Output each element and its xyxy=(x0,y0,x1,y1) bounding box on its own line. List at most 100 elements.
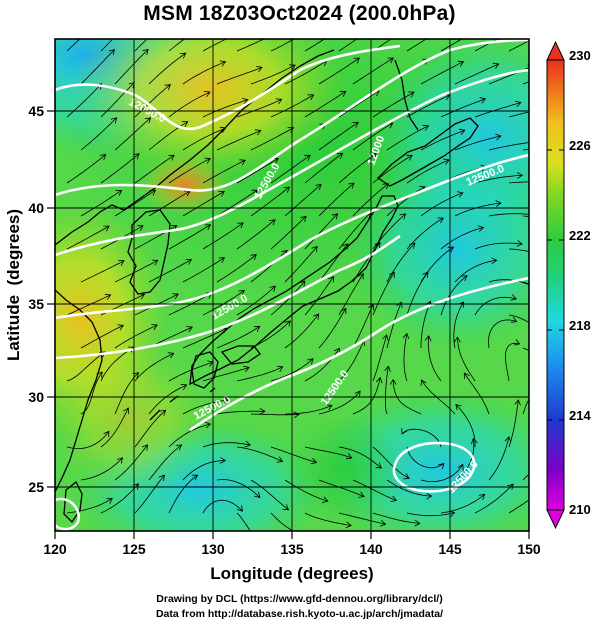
streamline-arrow xyxy=(399,213,407,220)
streamline-arrow xyxy=(259,407,266,415)
streamline-arrow xyxy=(269,219,276,226)
streamline-arrow xyxy=(478,493,486,501)
streamline xyxy=(403,333,408,382)
streamline-arrow xyxy=(117,324,125,331)
streamline xyxy=(338,90,380,118)
streamline-arrow xyxy=(387,57,394,64)
streamline-arrow xyxy=(276,366,284,373)
coastline-japan-hokkaido xyxy=(376,117,479,187)
streamline-arrow xyxy=(115,189,123,196)
streamline xyxy=(386,479,432,497)
streamline xyxy=(338,512,386,525)
colorbar-tick-label: 230 xyxy=(569,48,591,63)
streamline xyxy=(236,366,283,382)
streamline-arrow xyxy=(141,444,148,451)
streamline xyxy=(508,111,529,118)
streamline-arrow xyxy=(165,18,171,24)
streamline-arrow xyxy=(99,154,107,161)
streamline-arrow xyxy=(132,372,140,379)
streamline-arrow xyxy=(422,271,429,278)
streamline-arrow xyxy=(516,240,523,247)
y-tick-label: 45 xyxy=(28,103,44,119)
streamline xyxy=(236,512,251,531)
streamline xyxy=(318,57,360,85)
streamline xyxy=(304,39,326,52)
streamline-arrow xyxy=(240,29,246,34)
colorbar-bottom-arrow xyxy=(546,509,565,530)
streamline-arrow xyxy=(516,172,524,179)
streamline xyxy=(504,342,520,382)
streamline-arrow xyxy=(477,27,483,32)
coastline-asia-mainland xyxy=(55,49,335,493)
streamline-arrow xyxy=(461,275,468,282)
streamline xyxy=(455,404,476,447)
streamline xyxy=(182,460,226,481)
streamline xyxy=(202,367,250,382)
streamline-arrow xyxy=(545,28,551,33)
streamline-arrow xyxy=(175,444,183,451)
x-tick-label: 120 xyxy=(43,541,67,557)
streamline-arrow xyxy=(253,325,261,332)
streamline xyxy=(318,182,355,217)
streamline xyxy=(216,189,258,217)
streamline-arrow xyxy=(375,376,383,384)
streamline-arrow xyxy=(108,49,115,56)
streamline-arrow xyxy=(443,158,450,165)
streamline-arrow xyxy=(283,186,291,193)
streamline xyxy=(250,127,294,151)
streamline-arrow xyxy=(313,313,320,320)
streamline-arrow xyxy=(110,117,118,124)
streamline xyxy=(182,61,226,85)
streamline xyxy=(80,117,117,151)
streamline-arrow xyxy=(368,303,375,311)
streamline xyxy=(318,479,365,497)
streamline xyxy=(134,154,175,184)
streamline-arrow xyxy=(407,24,413,29)
streamline xyxy=(338,39,358,52)
streamline xyxy=(440,98,486,118)
streamline-arrow xyxy=(328,275,335,283)
coastline-sakhalin xyxy=(394,59,419,131)
streamline xyxy=(338,340,365,382)
contour-line xyxy=(55,497,81,531)
streamline xyxy=(420,129,465,151)
streamline xyxy=(168,474,198,514)
streamline xyxy=(202,159,246,184)
streamline-arrow xyxy=(311,245,318,253)
streamline xyxy=(508,499,529,514)
streamline xyxy=(236,219,276,250)
streamline xyxy=(284,184,322,217)
colorbar-body xyxy=(546,59,565,511)
streamline xyxy=(392,379,422,415)
streamline xyxy=(440,39,463,52)
streamline xyxy=(216,479,261,498)
contour-line xyxy=(392,441,476,493)
streamline xyxy=(114,259,158,283)
streamline-arrow xyxy=(181,121,189,127)
colorbar-tick-label: 218 xyxy=(569,318,591,333)
streamline-arrow xyxy=(504,436,512,443)
streamline-arrow xyxy=(243,365,250,373)
streamline xyxy=(372,39,392,52)
streamline xyxy=(114,189,156,217)
coastline-japan-honshu xyxy=(189,195,399,386)
y-tick-labels: 25 30 35 40 45 xyxy=(28,103,44,495)
contour-line xyxy=(55,44,401,131)
streamline-arrow xyxy=(477,225,485,232)
colorbar-tick-label: 226 xyxy=(569,138,591,153)
streamline-arrow xyxy=(457,60,465,67)
streamline-arrow xyxy=(179,52,187,59)
streamline xyxy=(270,216,307,250)
streamline-arrow xyxy=(307,27,313,32)
streamline-arrow xyxy=(106,497,113,504)
streamline xyxy=(488,319,517,349)
streamline xyxy=(454,202,502,217)
x-tick-label: 135 xyxy=(280,541,304,557)
streamline-arrow xyxy=(103,430,110,438)
streamline xyxy=(270,512,295,531)
streamline xyxy=(114,372,139,415)
streamline-arrow xyxy=(239,159,246,166)
y-axis-label: Latitude (degrees) xyxy=(4,209,23,361)
streamline-arrow xyxy=(254,129,262,136)
